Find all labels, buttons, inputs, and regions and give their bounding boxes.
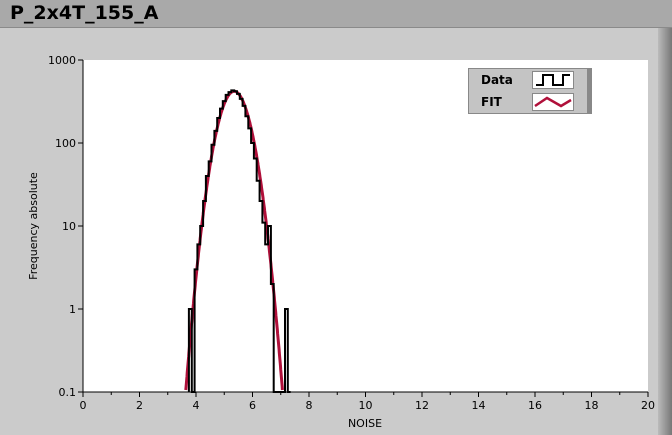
x-tick-label: 4 [193, 399, 200, 412]
window-title: P_2x4T_155_A [10, 2, 159, 24]
zigzag-line-icon [532, 93, 574, 111]
x-tick-label: 2 [136, 399, 143, 412]
legend-item-fit[interactable]: FIT [469, 92, 587, 112]
x-tick-label: 6 [249, 399, 256, 412]
data-histogram [187, 89, 291, 393]
legend[interactable]: Data FIT [468, 68, 592, 114]
panel-edge [658, 28, 672, 435]
y-tick-label: 1 [69, 303, 76, 316]
x-tick-label: 8 [306, 399, 313, 412]
y-tick-label: 100 [55, 137, 76, 150]
y-tick-label: 10 [62, 220, 76, 233]
x-tick-label: 20 [641, 399, 655, 412]
y-axis-label: Frequency absolute [27, 172, 40, 280]
x-tick-label: 14 [472, 399, 486, 412]
x-axis-label: NOISE [348, 417, 382, 430]
legend-label-fit: FIT [481, 95, 502, 109]
legend-item-data[interactable]: Data [469, 70, 587, 90]
step-line-icon [532, 71, 574, 89]
x-tick-label: 10 [359, 399, 373, 412]
y-tick-label: 1000 [48, 54, 76, 67]
x-tick-label: 12 [415, 399, 429, 412]
legend-label-data: Data [481, 73, 513, 87]
x-tick-label: 16 [528, 399, 542, 412]
plot-area [83, 60, 648, 392]
title-bar: P_2x4T_155_A [0, 0, 672, 28]
x-tick-label: 0 [80, 399, 87, 412]
y-tick-label: 0.1 [59, 386, 77, 399]
x-tick-label: 18 [585, 399, 599, 412]
